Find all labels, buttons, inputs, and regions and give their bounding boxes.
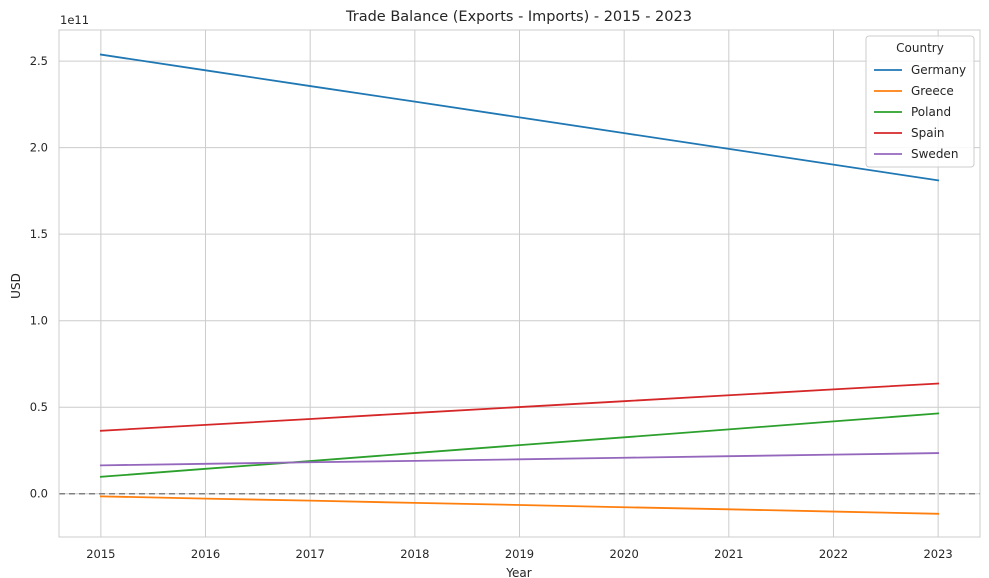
chart-title: Trade Balance (Exports - Imports) - 2015… xyxy=(345,9,692,25)
x-tick-label: 2021 xyxy=(714,547,743,561)
x-tick-label: 2023 xyxy=(923,547,952,561)
y-tick-label: 1.0 xyxy=(30,314,48,328)
y-tick-label: 2.5 xyxy=(30,54,48,68)
legend-item: Spain xyxy=(874,126,945,140)
legend-item: Poland xyxy=(874,105,951,119)
x-tick-label: 2020 xyxy=(610,547,639,561)
x-tick-label: 2016 xyxy=(191,547,220,561)
x-tick-label: 2015 xyxy=(86,547,115,561)
series-line-poland xyxy=(99,412,940,478)
y-tick-label: 0.5 xyxy=(30,400,48,414)
legend-title: Country xyxy=(896,41,944,55)
x-tick-label: 2017 xyxy=(296,547,325,561)
x-tick-label: 2019 xyxy=(505,547,534,561)
x-tick-label: 2018 xyxy=(400,547,429,561)
legend-label: Germany xyxy=(911,63,966,77)
legend-box xyxy=(865,35,975,168)
legend-label: Spain xyxy=(911,126,945,140)
legend-item: Greece xyxy=(874,84,954,98)
legend-label: Poland xyxy=(911,105,951,119)
series-line-spain xyxy=(99,382,940,432)
y-tick-label: 1.5 xyxy=(30,227,48,241)
series-line-germany xyxy=(99,53,940,182)
y-axis-label: USD xyxy=(9,273,23,299)
series-line-greece xyxy=(99,495,940,515)
legend-item: Sweden xyxy=(874,147,958,161)
legend-item: Germany xyxy=(874,63,966,77)
legend-label: Sweden xyxy=(911,147,958,161)
legend: Country Germany Greece Poland Spain Sweden xyxy=(865,35,975,168)
y-axis-offset-label: 1e11 xyxy=(60,13,89,27)
y-tick-label: 2.0 xyxy=(30,141,48,155)
y-tick-label: 0.0 xyxy=(30,487,48,501)
x-axis-label: Year xyxy=(505,566,531,578)
legend-label: Greece xyxy=(911,84,954,98)
series-line-sweden xyxy=(99,452,940,467)
plot-frame xyxy=(58,29,981,538)
x-tick-label: 2022 xyxy=(819,547,848,561)
